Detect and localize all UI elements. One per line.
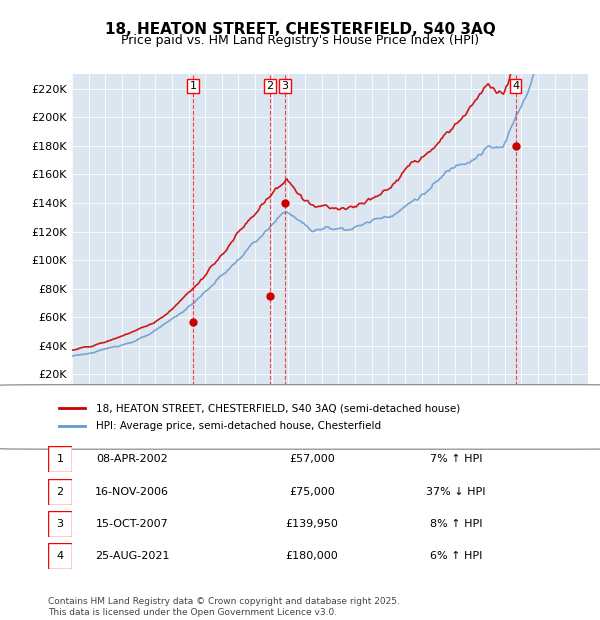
Text: 16-NOV-2006: 16-NOV-2006 xyxy=(95,487,169,497)
Text: 7% ↑ HPI: 7% ↑ HPI xyxy=(430,454,482,464)
Text: 8% ↑ HPI: 8% ↑ HPI xyxy=(430,519,482,529)
Text: HPI: Average price, semi-detached house, Chesterfield: HPI: Average price, semi-detached house,… xyxy=(95,421,380,431)
Text: 1: 1 xyxy=(56,454,64,464)
FancyBboxPatch shape xyxy=(48,543,72,569)
FancyBboxPatch shape xyxy=(48,446,72,472)
Text: 08-APR-2002: 08-APR-2002 xyxy=(96,454,168,464)
FancyBboxPatch shape xyxy=(0,384,600,449)
FancyBboxPatch shape xyxy=(48,479,72,505)
Text: 2: 2 xyxy=(266,81,274,91)
Text: Contains HM Land Registry data © Crown copyright and database right 2025.
This d: Contains HM Land Registry data © Crown c… xyxy=(48,598,400,617)
Text: 6% ↑ HPI: 6% ↑ HPI xyxy=(430,551,482,561)
Text: 4: 4 xyxy=(512,81,519,91)
Text: 15-OCT-2007: 15-OCT-2007 xyxy=(95,519,169,529)
Text: 1: 1 xyxy=(190,81,197,91)
Text: 18, HEATON STREET, CHESTERFIELD, S40 3AQ (semi-detached house): 18, HEATON STREET, CHESTERFIELD, S40 3AQ… xyxy=(95,403,460,413)
Text: 18, HEATON STREET, CHESTERFIELD, S40 3AQ: 18, HEATON STREET, CHESTERFIELD, S40 3AQ xyxy=(104,22,496,37)
Text: 4: 4 xyxy=(56,551,64,561)
FancyBboxPatch shape xyxy=(48,511,72,537)
Text: 37% ↓ HPI: 37% ↓ HPI xyxy=(426,487,486,497)
Text: 3: 3 xyxy=(281,81,289,91)
Text: £75,000: £75,000 xyxy=(289,487,335,497)
Text: £139,950: £139,950 xyxy=(286,519,338,529)
Text: £180,000: £180,000 xyxy=(286,551,338,561)
Text: 2: 2 xyxy=(56,487,64,497)
Text: Price paid vs. HM Land Registry's House Price Index (HPI): Price paid vs. HM Land Registry's House … xyxy=(121,34,479,47)
Text: 25-AUG-2021: 25-AUG-2021 xyxy=(95,551,169,561)
Text: 3: 3 xyxy=(56,519,64,529)
Text: £57,000: £57,000 xyxy=(289,454,335,464)
